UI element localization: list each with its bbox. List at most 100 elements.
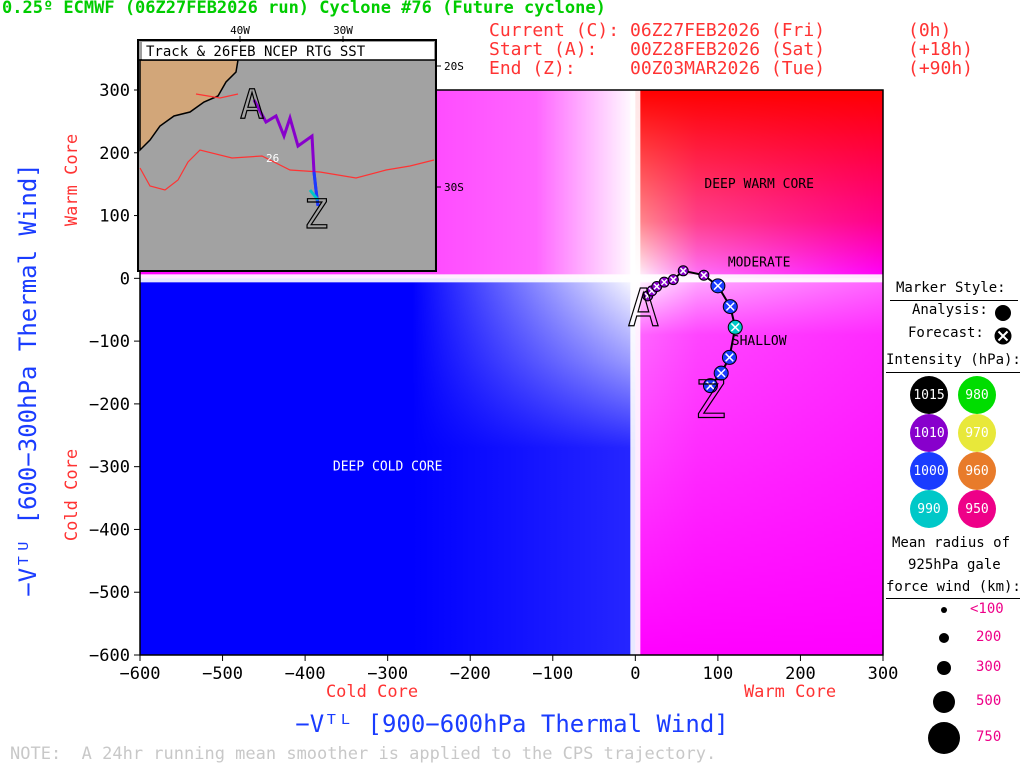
radius-label: 200 xyxy=(976,629,1002,645)
start-label: Start (A): xyxy=(489,39,598,60)
inset-lat-30s: 30S xyxy=(444,181,464,194)
intensity-swatch: 960 xyxy=(958,452,996,490)
inset-start-marker: A xyxy=(240,82,264,128)
track-start-marker: A xyxy=(628,279,659,339)
y-tick-label: −600 xyxy=(89,646,130,666)
y-tick-label: 0 xyxy=(120,269,130,289)
track-point xyxy=(713,365,729,381)
start-time: 00Z28FEB2026 (Sat) xyxy=(630,39,826,60)
y-tick-label: −500 xyxy=(89,583,130,603)
forecast-marker-icon xyxy=(994,327,1012,345)
x-tick-label: −200 xyxy=(450,664,491,684)
current-time: 06Z27FEB2026 (Fri) xyxy=(630,20,826,41)
x-tick-label: 200 xyxy=(785,664,816,684)
radius-label: 750 xyxy=(976,729,1002,745)
intensity-swatch: 980 xyxy=(958,376,996,414)
y-axis-cold-label: Cold Core xyxy=(62,449,82,541)
intensity-title: Intensity (hPa): xyxy=(886,352,1021,368)
y-tick-label: −300 xyxy=(89,458,130,478)
region-labels: DEEP WARM CORE MODERATE SHALLOW DEEP COLD C… xyxy=(333,177,814,475)
x-axis-warm-label: Warm Core xyxy=(744,682,836,702)
inset-title: Track & 26FEB NCEP RTG SST xyxy=(146,44,366,60)
forecast-label: Forecast: xyxy=(908,325,984,341)
radius-dot xyxy=(941,607,947,613)
radius-label: 300 xyxy=(976,659,1002,675)
track-point xyxy=(677,265,689,277)
x-tick-label: −400 xyxy=(285,664,326,684)
intensity-swatch: 970 xyxy=(958,414,996,452)
inset-lon-30w: 30W xyxy=(333,24,353,37)
radius-label: <100 xyxy=(970,601,1004,617)
radius-dot xyxy=(928,722,960,754)
region-label: DEEP COLD CORE xyxy=(333,460,443,475)
y-tick-label: −100 xyxy=(89,332,130,352)
intensity-swatch: 950 xyxy=(958,490,996,528)
end-label: End (Z): xyxy=(489,58,576,79)
track-point xyxy=(658,276,670,288)
radius-dot xyxy=(937,661,951,675)
current-offset: (0h) xyxy=(908,20,952,41)
region-label: MODERATE xyxy=(728,256,791,271)
radius-title-1: Mean radius of xyxy=(892,535,1011,551)
end-offset: (+90h) xyxy=(908,58,974,79)
x-tick-label: −100 xyxy=(532,664,573,684)
end-time: 00Z03MAR2026 (Tue) xyxy=(630,58,826,79)
x-axis-cold-label: Cold Core xyxy=(326,682,418,702)
y-tick-label: 200 xyxy=(99,144,130,164)
track-end-marker: Z xyxy=(694,371,725,431)
x-tick-label: −500 xyxy=(202,664,243,684)
legend-underline-2 xyxy=(886,372,1020,373)
radius-dot xyxy=(933,691,955,713)
cold-lower-overlay xyxy=(140,278,636,655)
chart-title: 0.25º ECMWF (06Z27FEB2026 run) Cyclone #… xyxy=(2,0,606,18)
analysis-marker-icon xyxy=(995,305,1011,321)
radius-title-3: force wind (km): xyxy=(886,579,1021,595)
x-axis-title: −Vᵀᴸ [900−600hPa Thermal Wind] xyxy=(295,710,728,738)
legend-underline-3 xyxy=(886,598,1020,599)
marker-style-title: Marker Style: xyxy=(896,280,1006,296)
zero-line-horizontal xyxy=(140,274,883,283)
x-tick-label: 300 xyxy=(868,664,899,684)
start-offset: (+18h) xyxy=(908,39,974,60)
track-point xyxy=(721,349,737,365)
track-point xyxy=(722,299,738,315)
y-tick-label: 100 xyxy=(99,207,130,227)
y-tick-label: 300 xyxy=(99,81,130,101)
current-label: Current (C): xyxy=(489,20,620,41)
inset-lat-20s: 20S xyxy=(444,60,464,73)
x-tick-label: 0 xyxy=(630,664,640,684)
inset-sst-label: 26 xyxy=(266,152,279,165)
legend-panel: Marker Style: Analysis: Forecast: Intens… xyxy=(884,280,1024,760)
intensity-swatch: 990 xyxy=(910,490,948,528)
warm-upper-overlay xyxy=(635,90,883,279)
track-point xyxy=(702,378,718,394)
track-point xyxy=(698,269,710,281)
legend-underline-1 xyxy=(890,300,1018,301)
x-tick-label: 100 xyxy=(703,664,734,684)
cyclone-track: AZ xyxy=(627,265,743,431)
inset-sst-26-isotherm xyxy=(139,149,435,191)
y-tick-label: −200 xyxy=(89,395,130,415)
radius-title-2: 925hPa gale xyxy=(908,557,1001,573)
intensity-swatch: 1000 xyxy=(910,452,948,490)
track-point xyxy=(710,278,726,294)
y-axis-title: −Vᵀᵁ [600−300hPa Thermal Wind] xyxy=(14,163,42,596)
radius-label: 500 xyxy=(976,693,1002,709)
zero-line-vertical xyxy=(630,90,641,655)
region-label: DEEP WARM CORE xyxy=(704,177,814,192)
warm-cold-overlay xyxy=(635,278,883,655)
radius-dot xyxy=(939,633,949,643)
x-tick-label: −300 xyxy=(367,664,408,684)
footnote: NOTE: A 24hr running mean smoother is ap… xyxy=(10,744,717,764)
inset-lon-40w: 40W xyxy=(230,24,250,37)
intensity-swatch: 1015 xyxy=(910,376,948,414)
track-point xyxy=(667,274,679,286)
region-label: SHALLOW xyxy=(732,334,787,349)
inset-map: Track & 26FEB NCEP RTG SST 26 A Z 40W 30… xyxy=(137,24,464,272)
y-tick-label: −400 xyxy=(89,520,130,540)
intensity-swatch: 1010 xyxy=(910,414,948,452)
x-tick-label: −600 xyxy=(120,664,161,684)
track-point xyxy=(727,319,743,335)
y-axis-warm-label: Warm Core xyxy=(62,134,82,226)
core-regions xyxy=(140,90,883,655)
